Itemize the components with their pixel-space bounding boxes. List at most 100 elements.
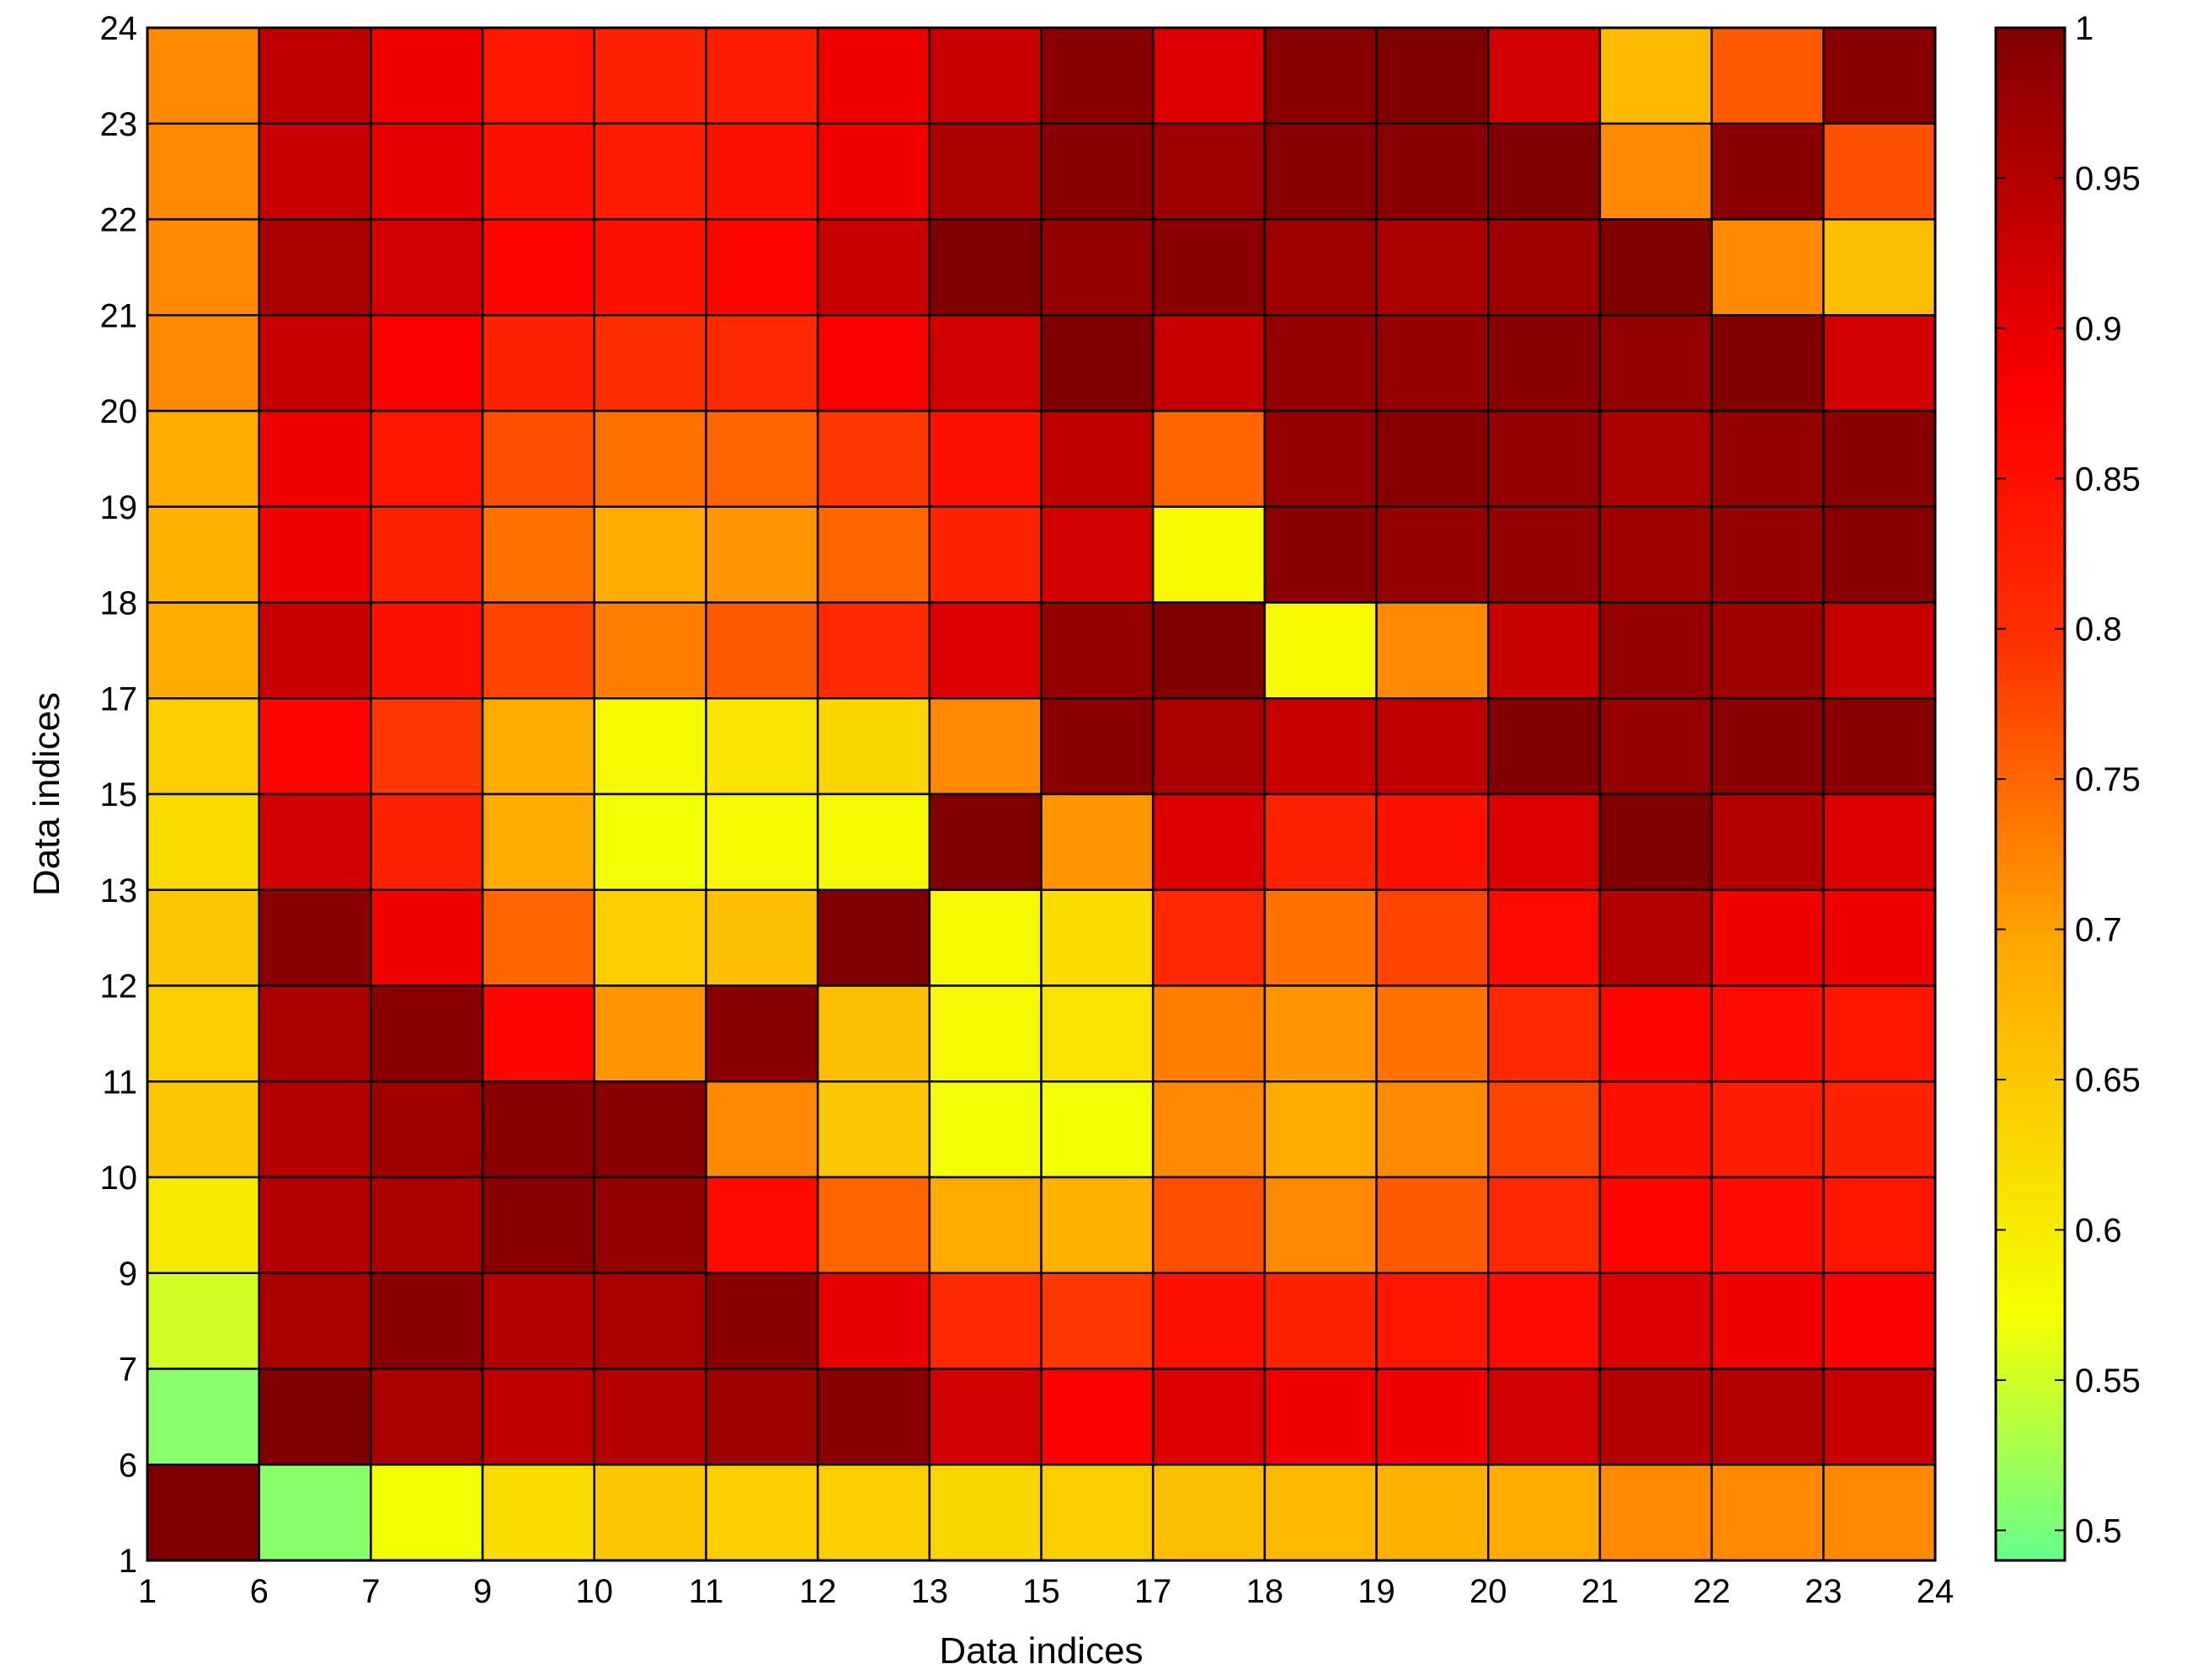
heatmap-cell	[1487, 122, 1602, 221]
heatmap-cell	[1598, 26, 1713, 125]
heatmap-cell	[258, 122, 372, 221]
heatmap-cell	[705, 888, 819, 987]
heatmap-cell	[1151, 1272, 1267, 1370]
x-tick-label: 19	[1357, 1573, 1395, 1610]
heatmap-cell	[258, 1272, 372, 1370]
x-tick-label: 1	[138, 1573, 157, 1610]
heatmap-cell	[146, 1176, 260, 1274]
heatmap-cell	[1151, 314, 1267, 413]
heatmap-cell	[1710, 888, 1825, 987]
heatmap-cells	[146, 26, 1937, 1562]
heatmap-cell	[481, 888, 595, 987]
heatmap-cell	[1598, 409, 1713, 508]
heatmap-cell	[1375, 26, 1490, 125]
heatmap-cell	[258, 697, 372, 796]
heatmap-cell	[1263, 601, 1378, 700]
heatmap-cell	[816, 122, 931, 221]
heatmap-cell	[928, 505, 1043, 604]
x-tick-label: 18	[1246, 1573, 1284, 1610]
heatmap-cell	[1598, 505, 1713, 604]
heatmap-cell	[1487, 1464, 1602, 1562]
heatmap-cell	[258, 984, 372, 1083]
colorbar-tick-label: 0.85	[2075, 461, 2141, 498]
heatmap-cell	[1822, 984, 1937, 1083]
heatmap-cell	[481, 122, 595, 221]
heatmap-cell	[705, 1176, 819, 1274]
heatmap-cell	[146, 314, 260, 413]
heatmap-cell	[370, 601, 484, 700]
heatmap-cell	[481, 1176, 595, 1274]
heatmap-cell	[1263, 505, 1378, 604]
heatmap-cell	[1487, 697, 1602, 796]
heatmap-cell	[1822, 1464, 1937, 1562]
heatmap-cell	[146, 26, 260, 125]
heatmap-cell	[705, 1272, 819, 1370]
heatmap-cell	[928, 314, 1043, 413]
heatmap-cell	[816, 1464, 931, 1562]
heatmap-cell	[1263, 409, 1378, 508]
heatmap-cell	[816, 314, 931, 413]
heatmap-cell	[593, 1176, 707, 1274]
heatmap-cell	[593, 888, 707, 987]
heatmap-cell	[928, 1464, 1043, 1562]
heatmap-cell	[1375, 1176, 1490, 1274]
colorbar-tick-label: 0.95	[2075, 160, 2141, 197]
heatmap-cell	[146, 1368, 260, 1466]
heatmap-cell	[258, 409, 372, 508]
heatmap-cell	[1040, 1080, 1155, 1179]
heatmap-cell	[1151, 1368, 1267, 1466]
heatmap-cell	[1822, 218, 1937, 317]
heatmap-cell	[928, 1368, 1043, 1466]
heatmap-cell	[481, 984, 595, 1083]
x-tick-label: 23	[1805, 1573, 1843, 1610]
heatmap-cell	[1598, 984, 1713, 1083]
heatmap-cell	[370, 984, 484, 1083]
heatmap-cell	[1375, 1272, 1490, 1370]
heatmap-cell	[1263, 984, 1378, 1083]
heatmap-cell	[481, 1464, 595, 1562]
heatmap-cell	[481, 792, 595, 891]
heatmap-cell	[258, 314, 372, 413]
heatmap-cell	[593, 505, 707, 604]
heatmap-cell	[593, 409, 707, 508]
y-tick-label: 7	[119, 1352, 137, 1389]
heatmap-cell	[258, 888, 372, 987]
heatmap-cell	[1598, 122, 1713, 221]
heatmap-cell	[370, 26, 484, 125]
heatmap-cell	[1263, 1368, 1378, 1466]
heatmap-cell	[258, 218, 372, 317]
heatmap-cell	[1040, 122, 1155, 221]
heatmap-cell	[816, 1080, 931, 1179]
heatmap-cell	[146, 505, 260, 604]
heatmap-cell	[1598, 1272, 1713, 1370]
heatmap-cell	[928, 888, 1043, 987]
heatmap-cell	[928, 1176, 1043, 1274]
heatmap-cell	[816, 1368, 931, 1466]
heatmap-cell	[1487, 1368, 1602, 1466]
heatmap-cell	[816, 888, 931, 987]
heatmap-cell	[1487, 1272, 1602, 1370]
heatmap-cell	[1040, 697, 1155, 796]
heatmap-cell	[593, 1080, 707, 1179]
heatmap-cell	[1040, 26, 1155, 125]
heatmap-cell	[1040, 218, 1155, 317]
heatmap-cell	[1487, 792, 1602, 891]
heatmap-cell	[1040, 792, 1155, 891]
colorbar-ticks: 0.5 0.55 0.6 0.65 0.7 0.75 0.8 0.85 0.9 0.95 1	[1996, 10, 2141, 1549]
heatmap-cell	[1151, 409, 1267, 508]
heatmap-cell	[1151, 1176, 1267, 1274]
x-tick-label: 11	[689, 1573, 724, 1610]
heatmap-cell	[370, 505, 484, 604]
x-tick-label: 12	[799, 1573, 837, 1610]
heatmap-cell	[1375, 1464, 1490, 1562]
heatmap-cell	[816, 792, 931, 891]
y-tick-label: 11	[102, 1064, 137, 1101]
heatmap-cell	[593, 122, 707, 221]
heatmap-cell	[481, 505, 595, 604]
y-tick-label: 19	[100, 489, 138, 526]
y-tick-label: 21	[100, 297, 138, 334]
heatmap-cell	[258, 1176, 372, 1274]
heatmap-cell	[1598, 697, 1713, 796]
heatmap-cell	[370, 888, 484, 987]
heatmap-cell	[1822, 601, 1937, 700]
